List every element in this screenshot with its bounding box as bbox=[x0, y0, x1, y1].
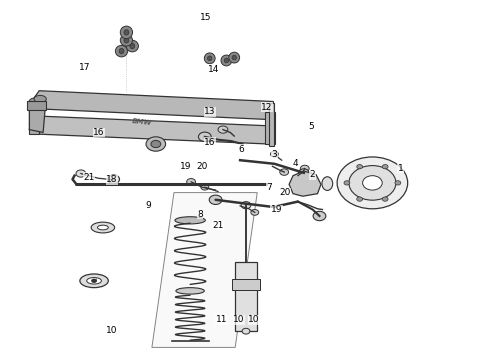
Circle shape bbox=[357, 165, 363, 169]
Circle shape bbox=[395, 181, 401, 185]
Polygon shape bbox=[152, 193, 257, 347]
Text: 8: 8 bbox=[197, 210, 203, 219]
Ellipse shape bbox=[124, 30, 129, 35]
Text: 20: 20 bbox=[196, 162, 208, 171]
Circle shape bbox=[300, 165, 309, 172]
Text: 17: 17 bbox=[78, 63, 90, 72]
Circle shape bbox=[209, 195, 222, 204]
Text: 1: 1 bbox=[398, 164, 404, 173]
Ellipse shape bbox=[121, 35, 132, 46]
Circle shape bbox=[201, 184, 209, 190]
Ellipse shape bbox=[80, 274, 108, 288]
Text: 2: 2 bbox=[310, 171, 316, 180]
Text: 16: 16 bbox=[204, 138, 216, 147]
Text: 21: 21 bbox=[83, 173, 95, 181]
Text: 5: 5 bbox=[308, 122, 314, 131]
Bar bbox=[232, 279, 260, 289]
Circle shape bbox=[337, 157, 408, 209]
Text: 21: 21 bbox=[212, 220, 224, 230]
Ellipse shape bbox=[232, 55, 237, 60]
Polygon shape bbox=[289, 171, 321, 196]
Bar bbox=[269, 103, 274, 146]
Circle shape bbox=[357, 197, 363, 201]
Circle shape bbox=[241, 202, 251, 209]
Ellipse shape bbox=[91, 222, 115, 233]
Ellipse shape bbox=[119, 49, 124, 54]
Text: 14: 14 bbox=[207, 65, 219, 74]
Circle shape bbox=[349, 166, 396, 200]
Ellipse shape bbox=[124, 37, 129, 43]
Text: 20: 20 bbox=[279, 188, 291, 197]
Text: 19: 19 bbox=[270, 205, 282, 214]
Ellipse shape bbox=[126, 40, 138, 52]
Ellipse shape bbox=[229, 52, 240, 63]
Ellipse shape bbox=[221, 55, 232, 66]
Circle shape bbox=[151, 140, 161, 148]
Circle shape bbox=[294, 176, 314, 191]
Circle shape bbox=[344, 181, 350, 185]
Ellipse shape bbox=[29, 98, 41, 105]
Circle shape bbox=[298, 169, 309, 177]
Text: 6: 6 bbox=[238, 145, 244, 154]
Text: 16: 16 bbox=[93, 128, 105, 137]
Text: 15: 15 bbox=[200, 13, 212, 22]
Circle shape bbox=[242, 328, 250, 334]
Text: 18: 18 bbox=[106, 175, 118, 184]
Circle shape bbox=[363, 176, 382, 190]
Circle shape bbox=[382, 197, 388, 201]
Text: 7: 7 bbox=[267, 184, 272, 192]
Text: 12: 12 bbox=[261, 103, 273, 112]
Ellipse shape bbox=[87, 278, 101, 284]
Text: 13: 13 bbox=[204, 107, 216, 116]
Polygon shape bbox=[29, 106, 45, 132]
Ellipse shape bbox=[322, 177, 333, 190]
Ellipse shape bbox=[34, 95, 46, 103]
Circle shape bbox=[146, 137, 166, 151]
Circle shape bbox=[251, 210, 259, 215]
Bar bbox=[235, 262, 257, 331]
Bar bbox=[29, 109, 39, 134]
Ellipse shape bbox=[176, 288, 204, 294]
Ellipse shape bbox=[175, 217, 205, 224]
Text: 9: 9 bbox=[145, 201, 151, 210]
Bar bbox=[27, 101, 46, 110]
Text: 4: 4 bbox=[292, 158, 298, 168]
Ellipse shape bbox=[98, 225, 108, 230]
Circle shape bbox=[91, 279, 97, 283]
Ellipse shape bbox=[208, 56, 212, 60]
Polygon shape bbox=[33, 91, 273, 120]
Circle shape bbox=[270, 151, 278, 157]
Text: BMW: BMW bbox=[132, 118, 152, 126]
Ellipse shape bbox=[29, 126, 41, 133]
Circle shape bbox=[382, 165, 388, 169]
Circle shape bbox=[76, 170, 86, 177]
Text: 10: 10 bbox=[233, 315, 245, 324]
Ellipse shape bbox=[204, 53, 215, 64]
Text: 11: 11 bbox=[216, 315, 227, 324]
Ellipse shape bbox=[121, 26, 132, 39]
Text: 3: 3 bbox=[271, 150, 277, 158]
Polygon shape bbox=[29, 116, 273, 144]
Bar bbox=[265, 112, 275, 144]
Circle shape bbox=[187, 179, 196, 185]
Ellipse shape bbox=[116, 45, 127, 57]
Ellipse shape bbox=[130, 43, 135, 49]
Ellipse shape bbox=[224, 58, 228, 63]
Circle shape bbox=[198, 132, 211, 141]
Circle shape bbox=[280, 169, 289, 175]
Circle shape bbox=[313, 211, 326, 221]
Circle shape bbox=[218, 126, 228, 133]
Text: 19: 19 bbox=[179, 162, 191, 171]
Text: 10: 10 bbox=[248, 315, 260, 324]
Text: 10: 10 bbox=[106, 326, 118, 335]
Circle shape bbox=[108, 175, 120, 184]
